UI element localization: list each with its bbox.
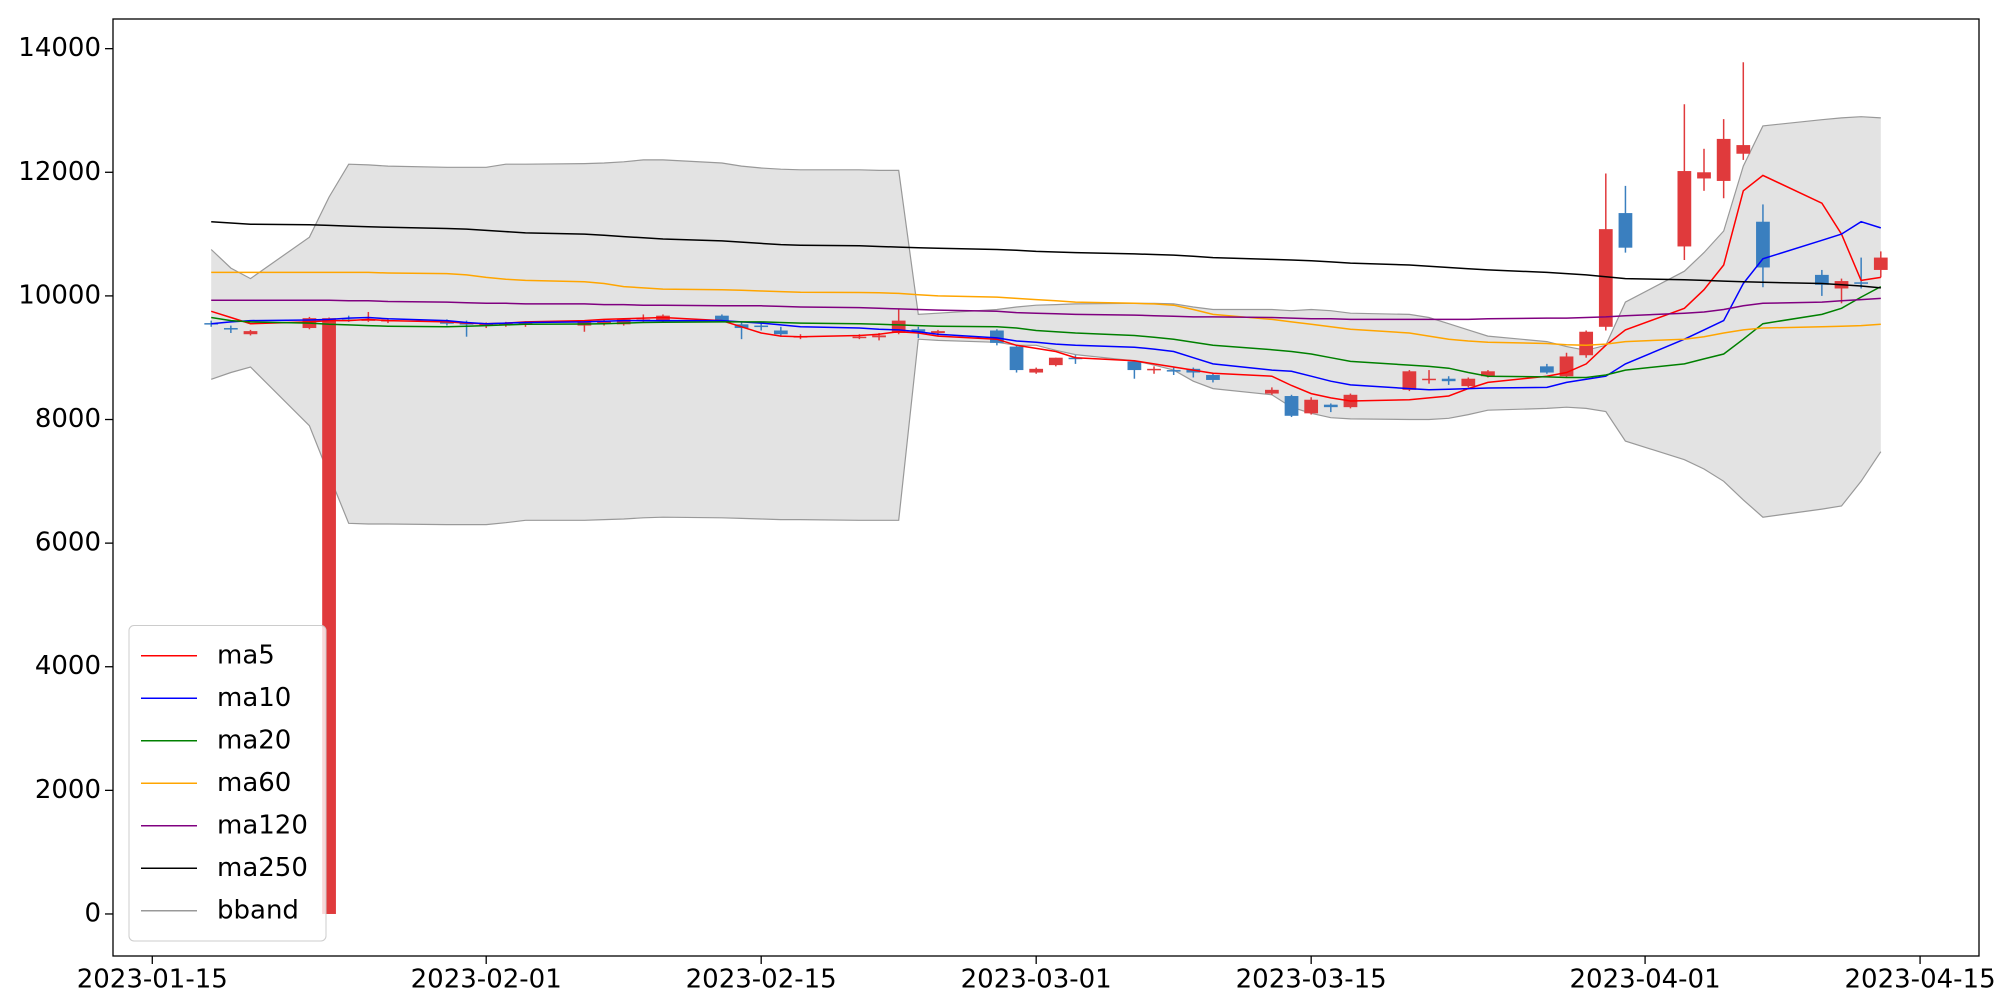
x-tick-label: 2023-04-15 xyxy=(1845,965,1996,995)
legend-label: bband xyxy=(217,895,299,925)
bband-fill xyxy=(211,116,1881,525)
y-tick-label: 0 xyxy=(84,898,101,928)
candle-body xyxy=(616,319,631,325)
candle-body xyxy=(1009,346,1024,371)
candle-body xyxy=(1579,331,1594,356)
candle-body xyxy=(1736,145,1751,154)
candle-body xyxy=(773,330,788,335)
candle-body xyxy=(1598,229,1613,327)
bband-lower xyxy=(211,338,1882,526)
candle-body xyxy=(872,335,886,338)
candle-body xyxy=(1265,389,1279,394)
candle-body xyxy=(1048,357,1063,366)
candle-body xyxy=(1422,378,1436,381)
candle-body xyxy=(1441,378,1456,382)
legend-label: ma60 xyxy=(217,768,291,798)
candle-body xyxy=(931,331,945,333)
candle-body xyxy=(715,315,729,321)
x-tick-label: 2023-02-01 xyxy=(411,965,562,995)
candle-body xyxy=(911,329,926,332)
y-tick-label: 8000 xyxy=(35,404,101,434)
candle-body xyxy=(754,325,769,328)
candle-body xyxy=(243,331,258,335)
x-tick-label: 2023-03-01 xyxy=(961,965,1112,995)
candle-body xyxy=(440,321,454,324)
ma-line xyxy=(211,297,1881,321)
axes: 0 2000 4000 6000 8000 10000 12000 14000 2023-01-… xyxy=(18,33,1995,994)
legend: ma5 ma10 ma20 ma60 ma120 ma250 bband xyxy=(128,625,327,942)
y-tick-label: 6000 xyxy=(35,528,101,558)
legend-label: ma250 xyxy=(217,853,308,883)
legend-label: ma20 xyxy=(217,725,291,755)
candle-body xyxy=(597,321,611,324)
y-tick-label: 12000 xyxy=(18,157,101,187)
candle-body xyxy=(204,323,219,325)
candle-body xyxy=(1127,361,1142,371)
ma-line xyxy=(211,220,1881,289)
candle-body xyxy=(1756,221,1770,268)
y-tick-label: 4000 xyxy=(35,651,101,681)
candle-body xyxy=(479,323,494,326)
candle-body xyxy=(1854,282,1869,284)
legend-label: ma5 xyxy=(217,640,275,670)
candle-body xyxy=(1814,274,1829,285)
candle-body xyxy=(1068,357,1083,360)
ma-line xyxy=(211,271,1881,347)
ma-line xyxy=(211,285,1882,379)
candle-body xyxy=(1402,371,1417,390)
y-tick-label: 10000 xyxy=(18,280,101,310)
candle-body xyxy=(1206,375,1220,380)
ma-line xyxy=(211,220,1882,391)
candle-body xyxy=(1323,404,1338,408)
candle-body xyxy=(1697,172,1711,179)
candle-body xyxy=(1304,399,1319,414)
candle-body xyxy=(1618,213,1633,248)
x-tick-label: 2023-01-15 xyxy=(77,965,228,995)
candle-body xyxy=(1539,366,1554,373)
x-tick-label: 2023-04-01 xyxy=(1570,965,1721,995)
candle-body xyxy=(1677,171,1692,247)
x-tick-label: 2023-02-15 xyxy=(686,965,837,995)
candle-body xyxy=(1873,257,1888,270)
plot-frame xyxy=(112,18,1980,957)
y-tick-label: 2000 xyxy=(35,775,101,805)
legend-label: ma120 xyxy=(217,810,308,840)
candle-body xyxy=(1284,396,1299,416)
bband-upper xyxy=(210,116,1881,351)
candle-body xyxy=(1716,138,1731,181)
legend-box xyxy=(128,625,327,942)
candle-body xyxy=(1461,378,1476,387)
candle-body xyxy=(1029,368,1044,373)
candle-body xyxy=(1166,370,1181,372)
x-tick-label: 2023-03-15 xyxy=(1236,965,1387,995)
candle-body xyxy=(223,328,238,330)
candle-body xyxy=(1147,368,1161,371)
y-tick-label: 14000 xyxy=(18,33,101,63)
legend-label: ma10 xyxy=(217,683,291,713)
candle-body xyxy=(1481,371,1495,377)
candle-body xyxy=(852,336,867,339)
